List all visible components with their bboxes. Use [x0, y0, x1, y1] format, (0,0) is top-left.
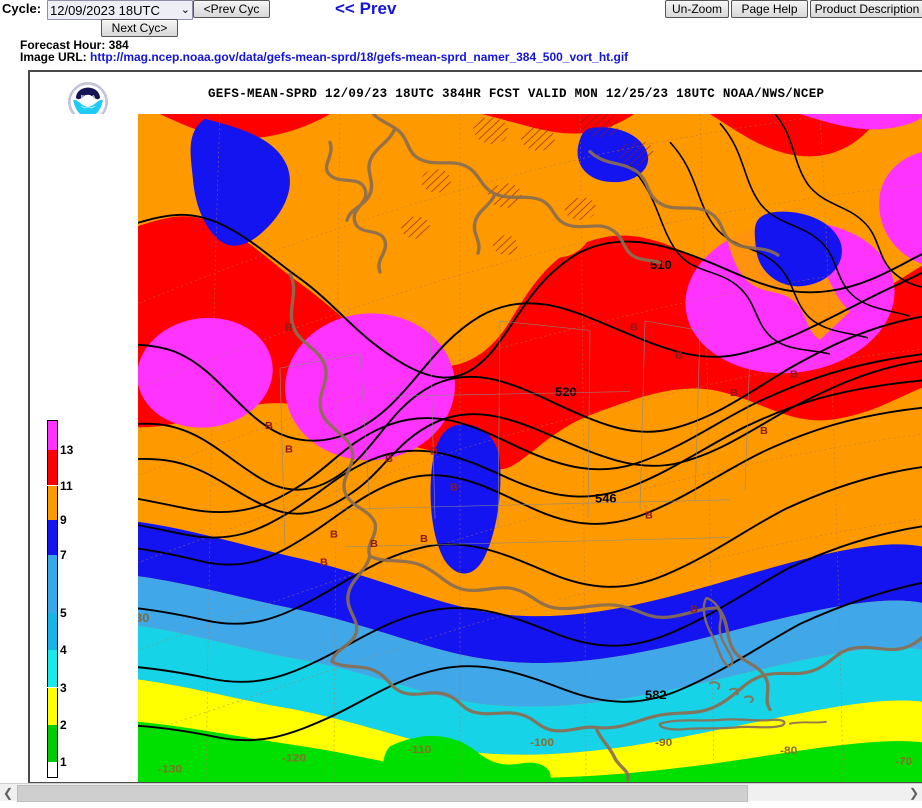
svg-text:B: B [730, 388, 738, 400]
svg-text:B: B [285, 322, 293, 334]
svg-text:B: B [370, 538, 378, 550]
svg-text:B: B [760, 425, 768, 437]
svg-text:B: B [430, 446, 438, 458]
svg-text:B: B [330, 529, 338, 541]
svg-text:B: B [645, 510, 653, 522]
svg-text:B: B [690, 604, 698, 616]
svg-text:B: B [265, 420, 273, 432]
svg-text:-100: -100 [530, 737, 554, 750]
svg-text:B: B [630, 322, 638, 334]
svg-text:B: B [385, 453, 393, 465]
svg-text:B: B [675, 350, 683, 362]
svg-text:NOAA: NOAA [81, 94, 96, 100]
svg-text:B: B [420, 533, 428, 545]
svg-text:-70: -70 [895, 755, 912, 768]
svg-text:B: B [450, 482, 458, 494]
svg-text:B: B [285, 444, 293, 456]
svg-text:-130: -130 [158, 763, 182, 776]
svg-text:546: 546 [595, 492, 617, 506]
svg-text:-90: -90 [655, 737, 672, 750]
svg-text:-110: -110 [408, 743, 431, 756]
svg-text:-120: -120 [282, 752, 306, 765]
svg-text:B: B [790, 369, 798, 381]
svg-text:B: B [320, 557, 328, 569]
svg-text:-80: -80 [780, 744, 797, 757]
svg-text:582: 582 [645, 689, 667, 703]
